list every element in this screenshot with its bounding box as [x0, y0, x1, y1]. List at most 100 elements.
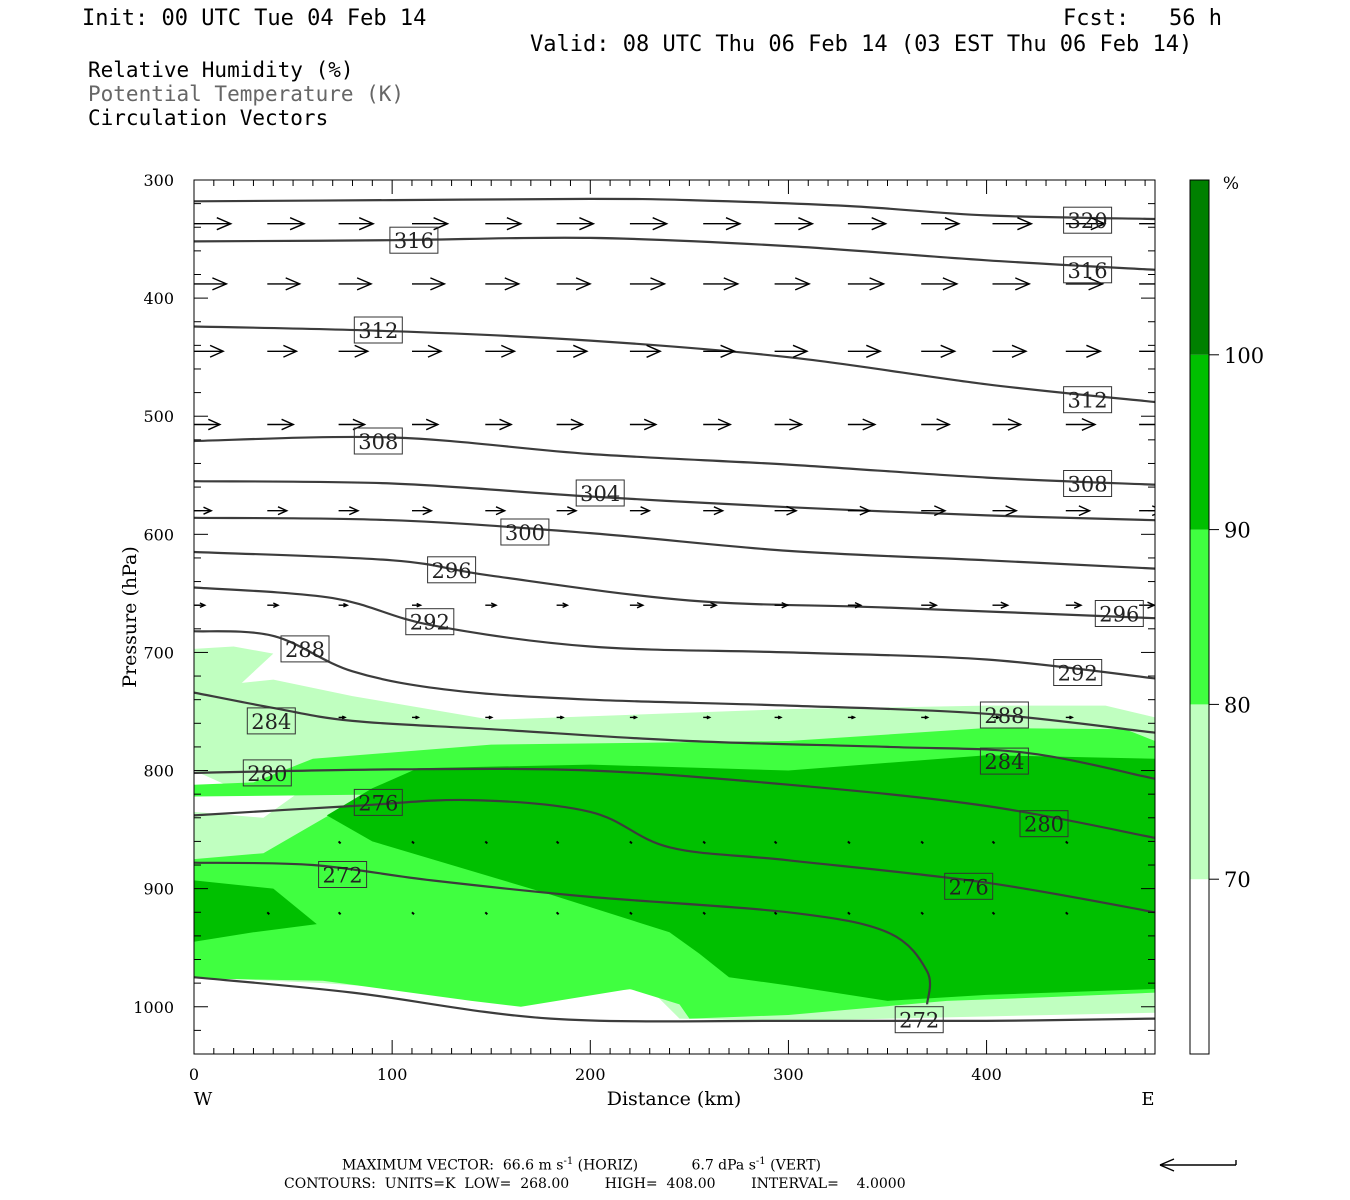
vector-2-9 [847, 344, 883, 358]
legend-vectors: Circulation Vectors [88, 106, 329, 130]
contour-label-300-0: 300 [505, 521, 545, 545]
vector-4-3 [412, 506, 434, 516]
contour-label-box-288-1 [979, 701, 1029, 729]
vector-1-1 [267, 277, 302, 291]
vector-0-2 [338, 217, 375, 231]
colorbar-segment-2 [1190, 529, 1209, 705]
theta-contour-308 [194, 435, 1155, 486]
colorbar-label-80: 80 [1224, 693, 1251, 717]
contour-label-box-280-1 [1019, 810, 1069, 838]
vector-3-12 [1065, 417, 1097, 431]
vector-3-4 [485, 418, 513, 431]
vector-4-4 [485, 506, 507, 516]
vector-2-1 [267, 344, 299, 358]
y-tick-label-900: 900 [143, 880, 174, 899]
vector-7-8 [920, 840, 924, 845]
vector-0-7 [703, 217, 742, 231]
rh-band-100-1 [194, 880, 317, 942]
contour-label-308-1: 308 [1068, 473, 1108, 497]
contour-label-316-0: 316 [394, 229, 434, 253]
contour-label-box-292-0 [405, 608, 455, 636]
vector-5-11 [992, 601, 1010, 609]
y-tick-label-500: 500 [143, 407, 174, 426]
vector-5-9 [847, 601, 863, 609]
vector-2-12 [1065, 344, 1103, 358]
vector-8-2 [411, 911, 415, 916]
contour-label-296-1: 296 [1099, 603, 1139, 627]
rh-band-80-1 [194, 646, 274, 700]
vector-7-3 [555, 840, 560, 845]
vector-3-5 [556, 418, 585, 431]
vector-8-3 [484, 911, 489, 916]
contour-label-284-1: 284 [984, 750, 1024, 774]
x-tick-label-0: 0 [189, 1065, 199, 1084]
vector-8-4 [555, 911, 560, 916]
vector-5-5 [556, 602, 570, 609]
vector-1-4 [485, 277, 521, 291]
vector-2-6 [629, 344, 662, 358]
colorbar-segment-0 [1190, 879, 1209, 1054]
vector-1-0 [194, 277, 229, 291]
vector-6-0 [338, 715, 347, 720]
vector-5-2 [338, 602, 350, 608]
vector-6-8 [921, 715, 930, 720]
contour-label-272-1: 272 [899, 1009, 939, 1033]
vector-3-0 [194, 418, 222, 431]
vector-8-8 [847, 911, 851, 916]
theta-contour-316 [194, 236, 1155, 271]
vector-0-10 [921, 217, 961, 231]
vector-4-10 [921, 505, 947, 517]
contour-label-box-312-0 [353, 316, 403, 344]
contour-label-box-308-0 [353, 427, 403, 455]
max-vector-line: MAXIMUM VECTOR: 66.6 m s-1 (HORIZ) 6.7 d… [342, 1156, 821, 1174]
vector-2-4 [485, 344, 517, 358]
vector-7-1 [411, 840, 415, 845]
contour-label-308-0: 308 [358, 430, 398, 454]
vector-5-4 [485, 602, 498, 609]
contour-label-box-308-1 [1063, 470, 1113, 497]
contour-label-272-0: 272 [323, 864, 363, 888]
x-tick-label-100: 100 [377, 1065, 408, 1084]
vector-8-7 [773, 911, 778, 916]
vector-0-6 [629, 217, 669, 231]
vector-1-12 [1065, 277, 1105, 291]
vector-4-2 [338, 506, 360, 516]
theta-contour-sfc [194, 976, 1155, 1023]
vector-7-10 [1065, 840, 1069, 845]
vector-6-2 [485, 715, 494, 720]
vector-2-8 [774, 344, 809, 358]
vector-1-11 [992, 277, 1032, 291]
contour-label-312-0: 312 [358, 319, 398, 343]
vector-1-6 [629, 277, 667, 291]
vector-0-13 [1139, 222, 1155, 225]
x-tick-label-300: 300 [773, 1065, 804, 1084]
contour-label-320-0: 320 [1068, 209, 1108, 233]
theta-contours [194, 197, 1155, 1023]
vector-0-8 [774, 217, 815, 231]
vector-2-7 [703, 344, 737, 358]
vector-5-10 [921, 601, 939, 609]
contour-label-296-0: 296 [432, 559, 472, 583]
vector-6-9 [992, 715, 1001, 720]
circulation-vectors [194, 217, 1155, 916]
vert-label: (VERT) [770, 1157, 822, 1174]
contours-info: CONTOURS: UNITS=K LOW= 268.00 HIGH= 408.… [284, 1176, 906, 1192]
vector-6-4 [629, 715, 639, 720]
contour-label-box-284-1 [979, 747, 1029, 775]
vector-6-5 [703, 715, 712, 720]
vector-3-10 [921, 418, 952, 431]
contour-label-box-312-1 [1063, 386, 1113, 414]
contour-label-box-304-0 [575, 479, 625, 507]
contour-label-280-0: 280 [247, 762, 287, 786]
contour-label-288-1: 288 [984, 704, 1024, 728]
vector-2-5 [556, 344, 589, 358]
vert-exponent: -1 [755, 1156, 766, 1167]
contour-label-box-272-1 [894, 1006, 944, 1034]
vert-value: 6.7 dPa s [691, 1157, 756, 1174]
vector-7-6 [773, 840, 778, 845]
axes: 300 400 500 600 700 800 900 1000 0 100 200 300 400 [133, 171, 1155, 1084]
contour-label-312-1: 312 [1068, 389, 1108, 413]
contour-label-box-276-0 [353, 788, 403, 816]
colorbar-label-70: 70 [1224, 868, 1251, 892]
